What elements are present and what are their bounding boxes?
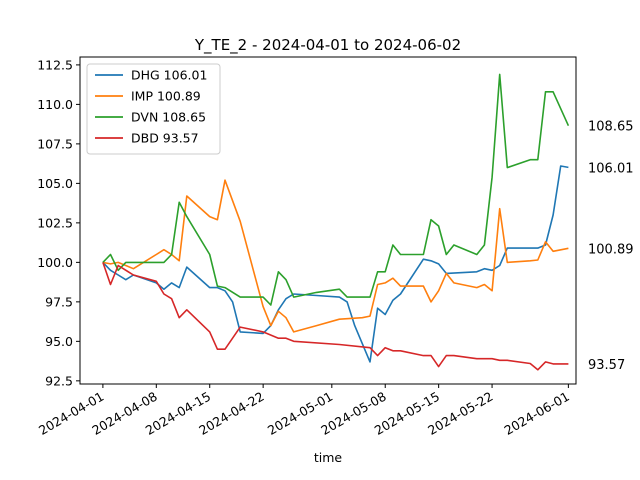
series-line-0 [102, 165, 569, 363]
end-value-label-0: 106.01 [588, 161, 634, 176]
y-tick-label-5: 105.0 [37, 176, 73, 191]
legend-label-1: IMP 100.89 [131, 89, 201, 104]
y-tick-label-6: 107.5 [37, 136, 73, 151]
y-tick-label-7: 110.0 [37, 97, 73, 112]
y-tick-label-8: 112.5 [37, 57, 73, 72]
legend: DHG 106.01 IMP 100.89 DVN 108.65 DBD 93.57 [86, 63, 221, 155]
legend-label-0: DHG 106.01 [131, 68, 207, 83]
plot-frame [79, 56, 577, 385]
y-tick-label-2: 97.5 [45, 294, 73, 309]
chart-title: Y_TE_2 - 2024-04-01 to 2024-06-02 [194, 36, 461, 55]
y-tick-label-0: 92.5 [45, 373, 73, 388]
y-tick-label-1: 95.0 [45, 334, 73, 349]
series-line-2 [102, 73, 570, 306]
end-value-label-3: 93.57 [588, 358, 625, 373]
end-value-label-2: 108.65 [588, 120, 634, 135]
series-layer [102, 73, 570, 371]
legend-label-3: DBD 93.57 [131, 131, 199, 146]
legend-label-2: DVN 108.65 [131, 110, 206, 125]
y-tick-label-4: 102.5 [37, 215, 73, 230]
end-labels: 106.01 100.89 108.65 93.57 [588, 120, 634, 373]
plot-area [79, 56, 577, 385]
y-tick-label-3: 100.0 [37, 255, 73, 270]
legend-box [86, 63, 221, 155]
x-axis-label: time [314, 450, 343, 465]
end-value-label-1: 100.89 [588, 242, 634, 257]
y-axis: 92.5 95.0 97.5 100.0 102.5 105.0 107.5 110.0 112… [37, 57, 80, 388]
series-line-3 [102, 262, 569, 371]
series-line-1 [102, 179, 569, 333]
